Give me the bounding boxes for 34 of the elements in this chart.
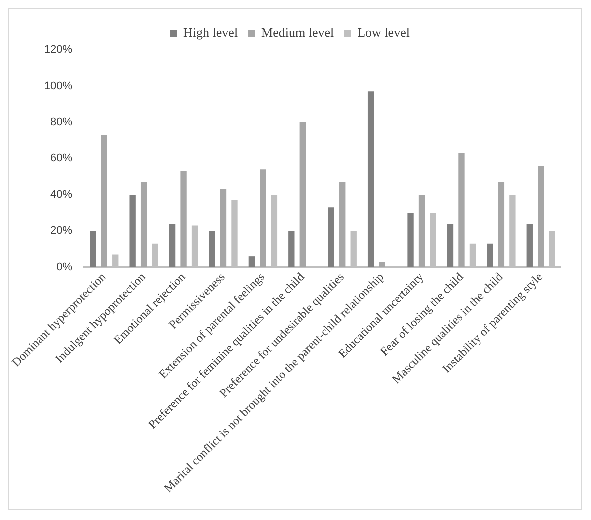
bar — [169, 224, 176, 268]
bar — [538, 166, 544, 268]
bar — [368, 92, 374, 268]
bar — [498, 182, 505, 268]
bar — [180, 171, 187, 268]
bar — [300, 122, 306, 268]
bar — [487, 244, 494, 268]
bar — [526, 224, 533, 268]
y-tick-label: 60% — [50, 152, 73, 165]
bar — [328, 208, 334, 268]
y-tick-label: 80% — [50, 116, 73, 129]
legend-label: High level — [184, 24, 238, 40]
bar — [90, 231, 96, 268]
y-tick-label: 20% — [50, 225, 73, 238]
bar — [408, 213, 414, 268]
bar — [458, 153, 465, 268]
y-tick-label: 100% — [44, 80, 73, 92]
bar — [379, 262, 386, 268]
legend-label: Low level — [358, 24, 410, 40]
bar — [340, 182, 346, 268]
bar — [101, 135, 108, 268]
bar — [447, 224, 454, 268]
bar — [209, 231, 216, 268]
bar — [140, 182, 148, 268]
bar — [220, 190, 227, 268]
bar — [130, 194, 136, 268]
y-tick-label: 0% — [56, 261, 73, 274]
legend-label: Medium level — [262, 24, 335, 40]
y-tick-label: 40% — [50, 188, 73, 201]
bar — [260, 170, 266, 268]
bar — [288, 231, 295, 268]
y-tick-label: 120% — [44, 44, 73, 56]
bar — [418, 194, 426, 268]
bar — [248, 256, 256, 268]
